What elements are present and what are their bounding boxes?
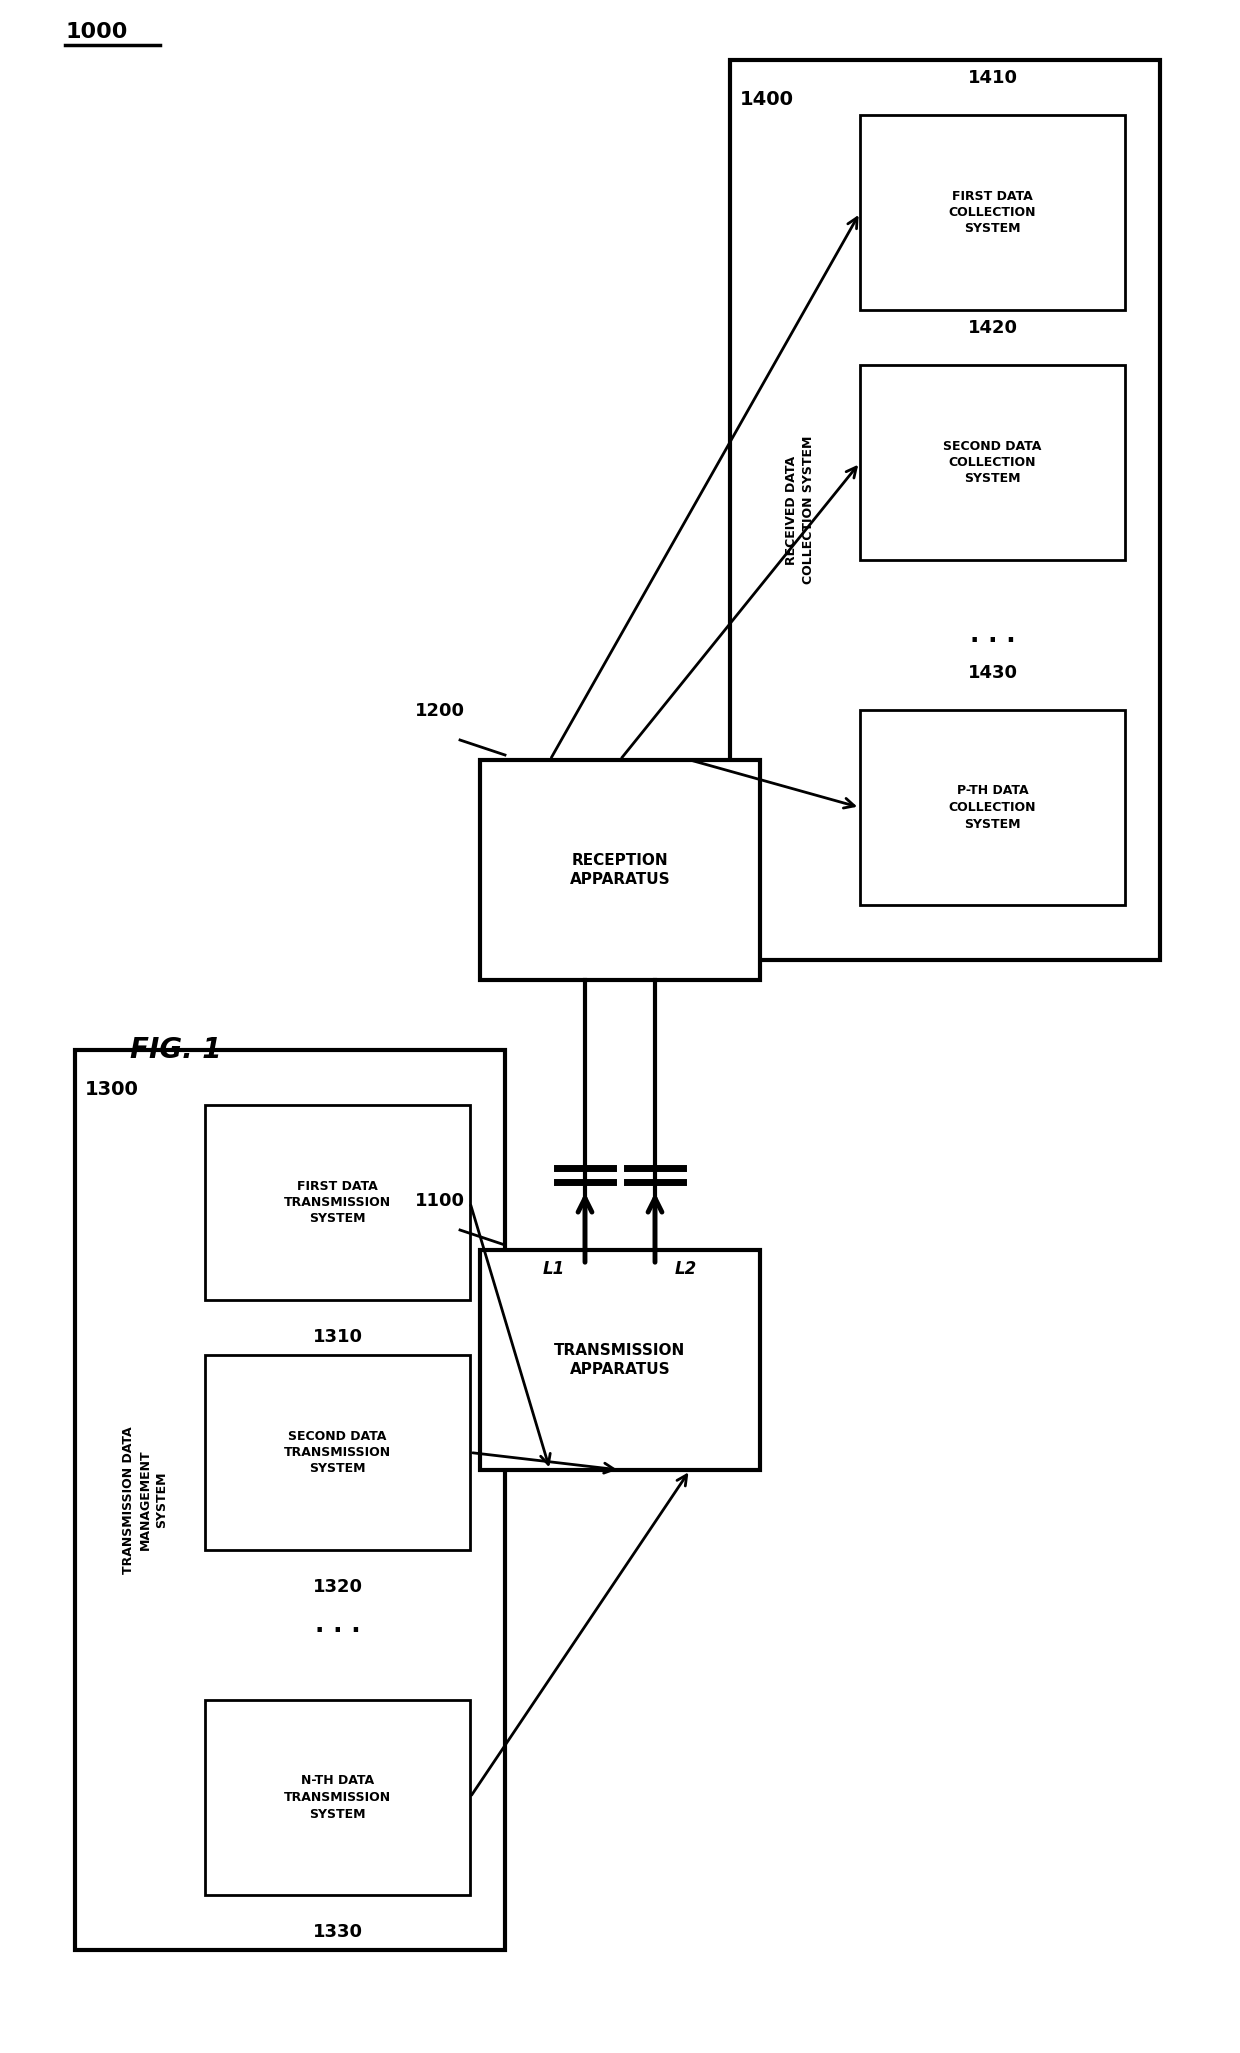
Bar xyxy=(861,710,1125,905)
Text: 1200: 1200 xyxy=(415,702,465,721)
Text: TRANSMISSION DATA
MANAGEMENT
SYSTEM: TRANSMISSION DATA MANAGEMENT SYSTEM xyxy=(122,1427,167,1575)
Text: 1320: 1320 xyxy=(312,1579,362,1595)
Text: RECEIVED DATA
COLLECTION SYSTEM: RECEIVED DATA COLLECTION SYSTEM xyxy=(785,435,815,585)
Bar xyxy=(861,115,1125,310)
Text: 1400: 1400 xyxy=(740,90,794,109)
Text: 1100: 1100 xyxy=(415,1193,465,1209)
Text: 1410: 1410 xyxy=(967,70,1018,86)
Bar xyxy=(205,1105,470,1300)
Bar xyxy=(205,1700,470,1895)
Bar xyxy=(480,1250,760,1470)
Bar xyxy=(74,1049,505,1950)
Text: SECOND DATA
TRANSMISSION
SYSTEM: SECOND DATA TRANSMISSION SYSTEM xyxy=(284,1429,391,1476)
Text: FIRST DATA
TRANSMISSION
SYSTEM: FIRST DATA TRANSMISSION SYSTEM xyxy=(284,1180,391,1226)
Text: 1330: 1330 xyxy=(312,1924,362,1940)
Bar xyxy=(205,1355,470,1550)
Text: SECOND DATA
COLLECTION
SYSTEM: SECOND DATA COLLECTION SYSTEM xyxy=(944,439,1042,485)
Text: L2: L2 xyxy=(675,1261,697,1279)
Text: FIRST DATA
COLLECTION
SYSTEM: FIRST DATA COLLECTION SYSTEM xyxy=(949,189,1037,236)
Bar xyxy=(730,60,1159,961)
Text: FIG. 1: FIG. 1 xyxy=(130,1037,222,1063)
Text: N-TH DATA
TRANSMISSION
SYSTEM: N-TH DATA TRANSMISSION SYSTEM xyxy=(284,1774,391,1821)
Bar xyxy=(480,760,760,979)
Text: TRANSMISSION
APPARATUS: TRANSMISSION APPARATUS xyxy=(554,1343,686,1378)
Text: 1000: 1000 xyxy=(64,23,128,41)
Text: 1300: 1300 xyxy=(86,1080,139,1098)
Text: 1430: 1430 xyxy=(967,663,1018,682)
Bar xyxy=(861,365,1125,560)
Text: P-TH DATA
COLLECTION
SYSTEM: P-TH DATA COLLECTION SYSTEM xyxy=(949,784,1037,831)
Text: . . .: . . . xyxy=(315,1614,361,1636)
Text: RECEPTION
APPARATUS: RECEPTION APPARATUS xyxy=(569,852,671,887)
Text: L1: L1 xyxy=(543,1261,565,1279)
Text: 1310: 1310 xyxy=(312,1328,362,1347)
Text: 1420: 1420 xyxy=(967,318,1018,337)
Text: . . .: . . . xyxy=(970,622,1016,647)
